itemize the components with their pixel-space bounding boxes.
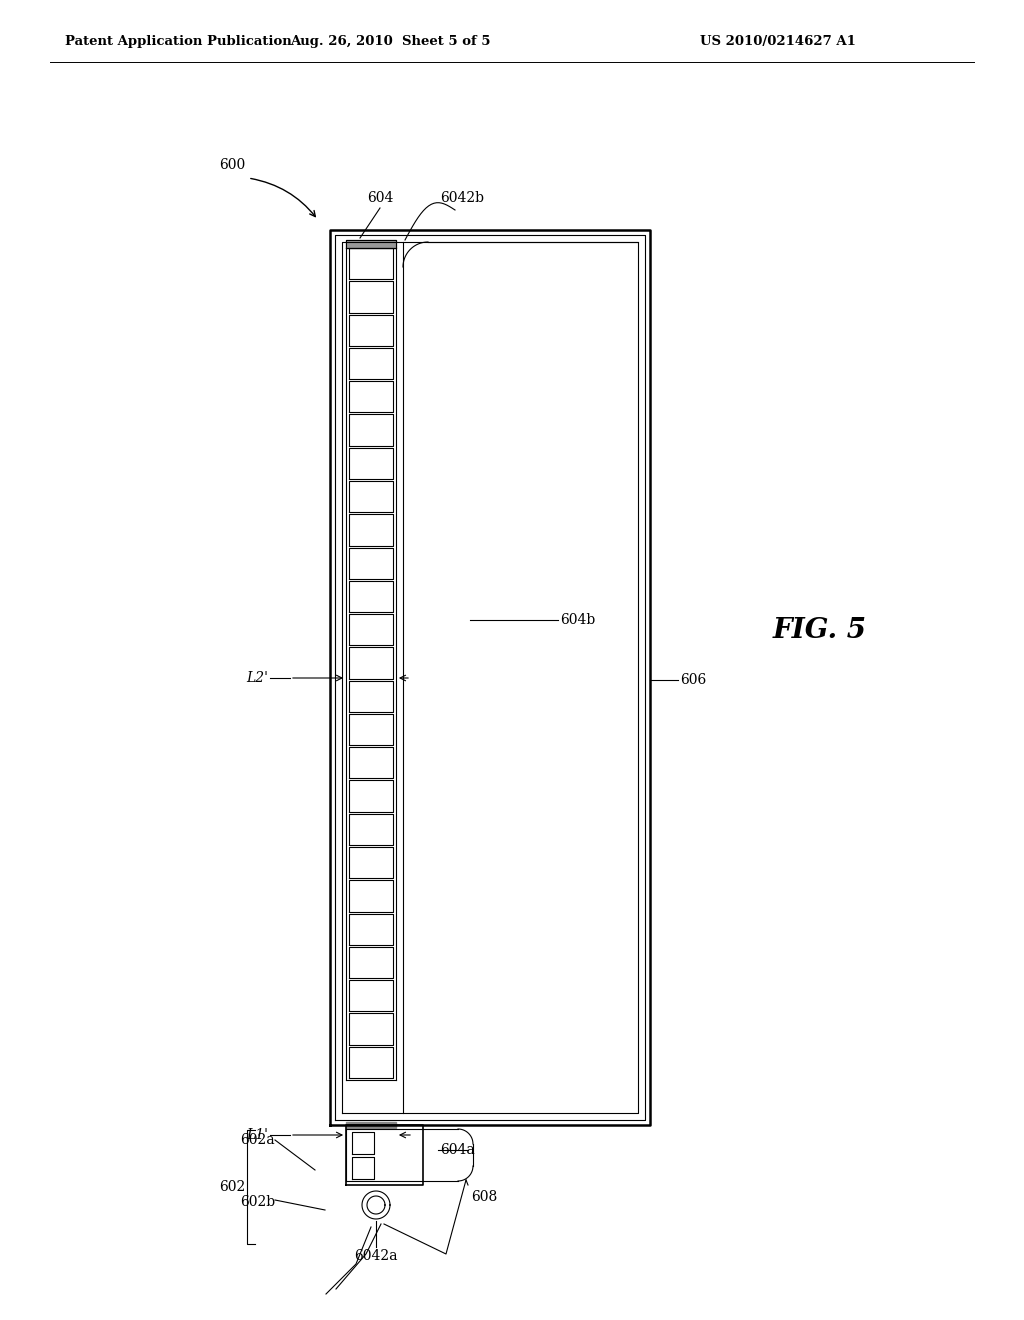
Polygon shape xyxy=(346,240,396,248)
Text: 602a: 602a xyxy=(241,1133,275,1147)
Text: 6042b: 6042b xyxy=(440,191,484,205)
Text: Aug. 26, 2010  Sheet 5 of 5: Aug. 26, 2010 Sheet 5 of 5 xyxy=(290,36,490,49)
Text: L1': L1' xyxy=(246,1129,268,1142)
Text: 604: 604 xyxy=(367,191,393,205)
Text: 602: 602 xyxy=(219,1180,245,1195)
Text: 604a: 604a xyxy=(440,1143,475,1158)
Text: 608: 608 xyxy=(471,1191,498,1204)
Text: 604b: 604b xyxy=(560,612,595,627)
Text: FIG. 5: FIG. 5 xyxy=(773,616,867,644)
Text: 600: 600 xyxy=(219,158,245,172)
Text: US 2010/0214627 A1: US 2010/0214627 A1 xyxy=(700,36,856,49)
Text: Patent Application Publication: Patent Application Publication xyxy=(65,36,292,49)
Text: 606: 606 xyxy=(680,673,707,686)
Text: 602b: 602b xyxy=(240,1195,275,1209)
Polygon shape xyxy=(346,1122,396,1129)
Text: L2': L2' xyxy=(246,671,268,685)
Text: 6042a: 6042a xyxy=(354,1249,397,1263)
